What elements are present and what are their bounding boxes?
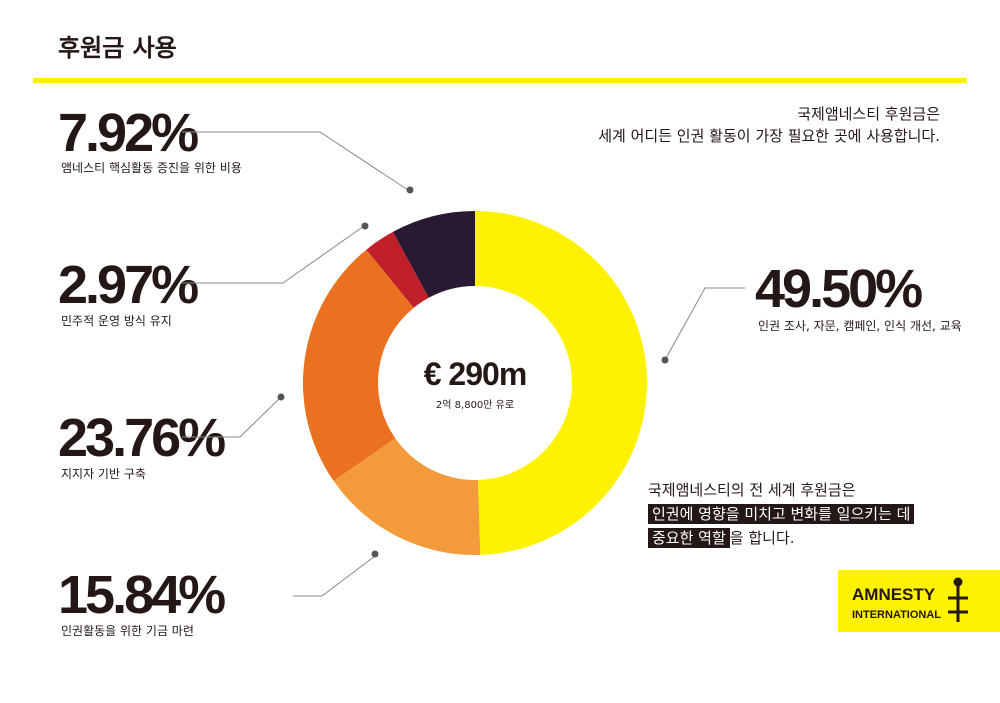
logo-candle bbox=[948, 577, 968, 622]
note-line: 국제앰네스티 후원금은 bbox=[797, 105, 940, 123]
logo-text: INTERNATIONAL bbox=[852, 609, 941, 621]
leader-line bbox=[293, 555, 376, 597]
center-subtitle: 2억 8,800만 유로 bbox=[436, 399, 514, 411]
logo-box bbox=[838, 570, 1000, 632]
leader-dot bbox=[277, 393, 285, 401]
logo-text: AMNESTY bbox=[852, 585, 936, 604]
category-label: 지지자 기반 구축 bbox=[61, 467, 146, 481]
title: 후원금 사용 bbox=[58, 34, 177, 62]
leader-line bbox=[664, 287, 745, 361]
donut-segment bbox=[333, 438, 481, 555]
value-label: 7.92% bbox=[58, 103, 198, 163]
leader-dot bbox=[361, 222, 369, 230]
value-label: 2.97% bbox=[58, 255, 198, 315]
category-label: 인권 조사, 자문, 캠페인, 인식 개선, 교육 bbox=[758, 319, 962, 333]
note-highlight: 중요한 역할 bbox=[648, 528, 730, 548]
donut-segment bbox=[475, 211, 648, 555]
donut-segment bbox=[392, 211, 475, 298]
donut-segment bbox=[303, 249, 414, 482]
top-note: 국제앰네스티 후원금은 세계 어디든 인권 활동이 가장 필요한 곳에 사용합니… bbox=[598, 103, 940, 147]
bottom-note: 국제앰네스티의 전 세계 후원금은 인권에 영향을 미치고 변화를 일으키는 데… bbox=[648, 478, 915, 550]
leader-dot bbox=[406, 186, 414, 194]
leader-line bbox=[182, 131, 409, 191]
leader-line bbox=[182, 225, 365, 284]
leader-line bbox=[182, 397, 281, 438]
leader-dot bbox=[371, 550, 379, 558]
value-label: 15.84% bbox=[58, 565, 225, 625]
value-label: 23.76% bbox=[58, 408, 225, 468]
note-highlight: 인권에 영향을 미치고 변화를 일으키는 데 bbox=[648, 504, 915, 524]
center-title: € 290m bbox=[424, 356, 527, 392]
value-label: 49.50% bbox=[755, 259, 922, 319]
note-line: 세계 어디든 인권 활동이 가장 필요한 곳에 사용합니다. bbox=[598, 127, 940, 145]
donut-segment bbox=[366, 231, 429, 308]
note-line: 국제앰네스티의 전 세계 후원금은 bbox=[648, 481, 856, 499]
leader-dot bbox=[661, 356, 669, 364]
category-label: 민주적 운영 방식 유지 bbox=[61, 314, 172, 328]
title-rule bbox=[33, 78, 967, 83]
category-label: 앰네스티 핵심활동 증진을 위한 비용 bbox=[61, 161, 242, 175]
note-text: 을 합니다. bbox=[729, 529, 795, 547]
category-label: 인권활동을 위한 기금 마련 bbox=[61, 624, 194, 638]
